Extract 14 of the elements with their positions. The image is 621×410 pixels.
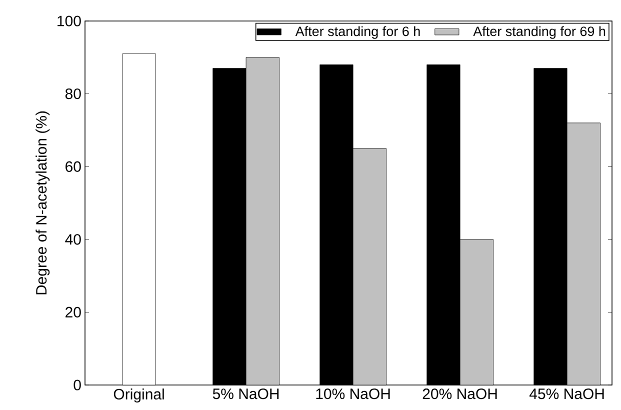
x-tick-label: 5% NaOH: [212, 388, 279, 400]
y-axis-title: Degree of N-acetylation (%): [36, 111, 50, 294]
y-tick-label: 40: [65, 234, 81, 245]
legend-label: After standing for 69 h: [473, 26, 606, 39]
y-tick-label: 80: [65, 88, 81, 100]
y-tick-label: 100: [58, 16, 81, 26]
y-tick-label: 0: [74, 380, 81, 390]
x-tick-label: Original: [114, 388, 164, 402]
y-tick-label: 60: [66, 161, 81, 172]
x-tick-label: 10% NaOH: [316, 388, 390, 400]
y-tick-label: 20: [66, 306, 81, 318]
legend-label: After standing for 6 h: [295, 26, 420, 39]
x-tick-label: 45% NaOH: [529, 388, 604, 400]
x-tick-label: 20% NaOH: [422, 388, 497, 400]
